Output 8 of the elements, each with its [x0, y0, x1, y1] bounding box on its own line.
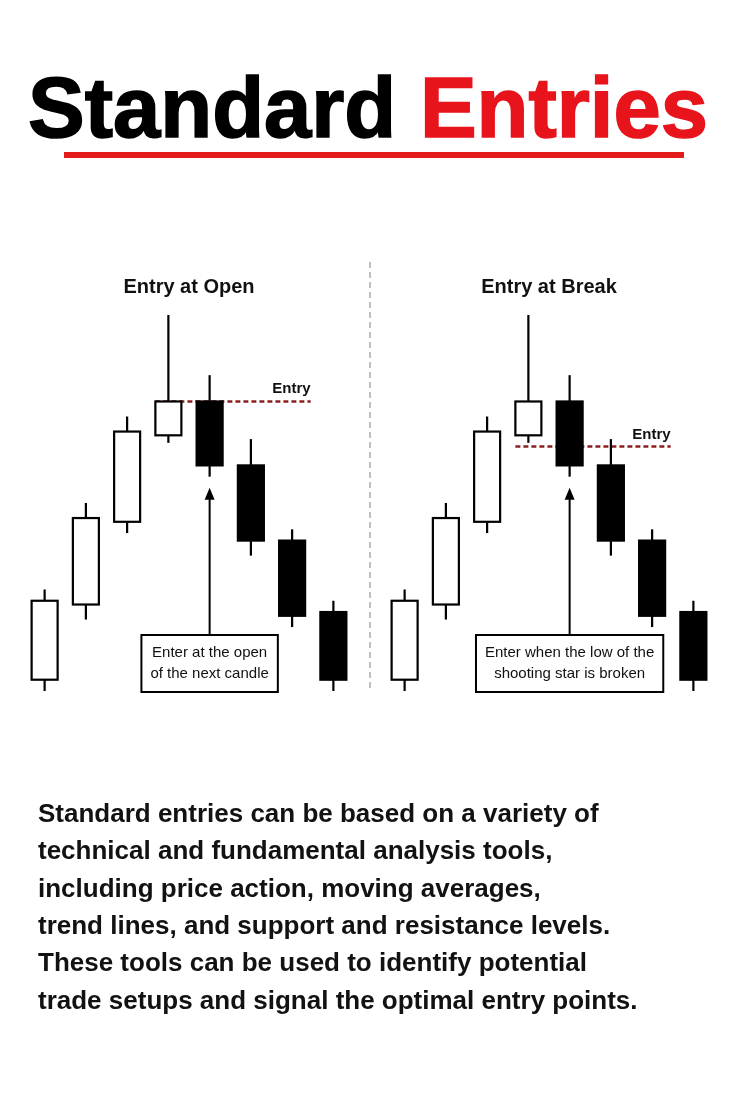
chart-title: Entry at Break: [481, 275, 618, 297]
text: Standard entries can be based on a variety of technical and fundamental analysis tools, including price action, moving averages, trend lines, and support and resistance levels. These tools can be used to identify potential trade setups and signal the optimal entry points.: [38, 798, 638, 1015]
text: Standard Entries: [28, 60, 708, 155]
ref-line-label: Entry: [632, 424, 672, 442]
chart-title: Entry at Open: [123, 275, 255, 297]
ref-line-label: Entry: [272, 379, 312, 397]
annotation: Enter at the open of the next candle: [150, 643, 269, 681]
annotation: Enter when the low of the shooting star is broken: [484, 643, 655, 681]
